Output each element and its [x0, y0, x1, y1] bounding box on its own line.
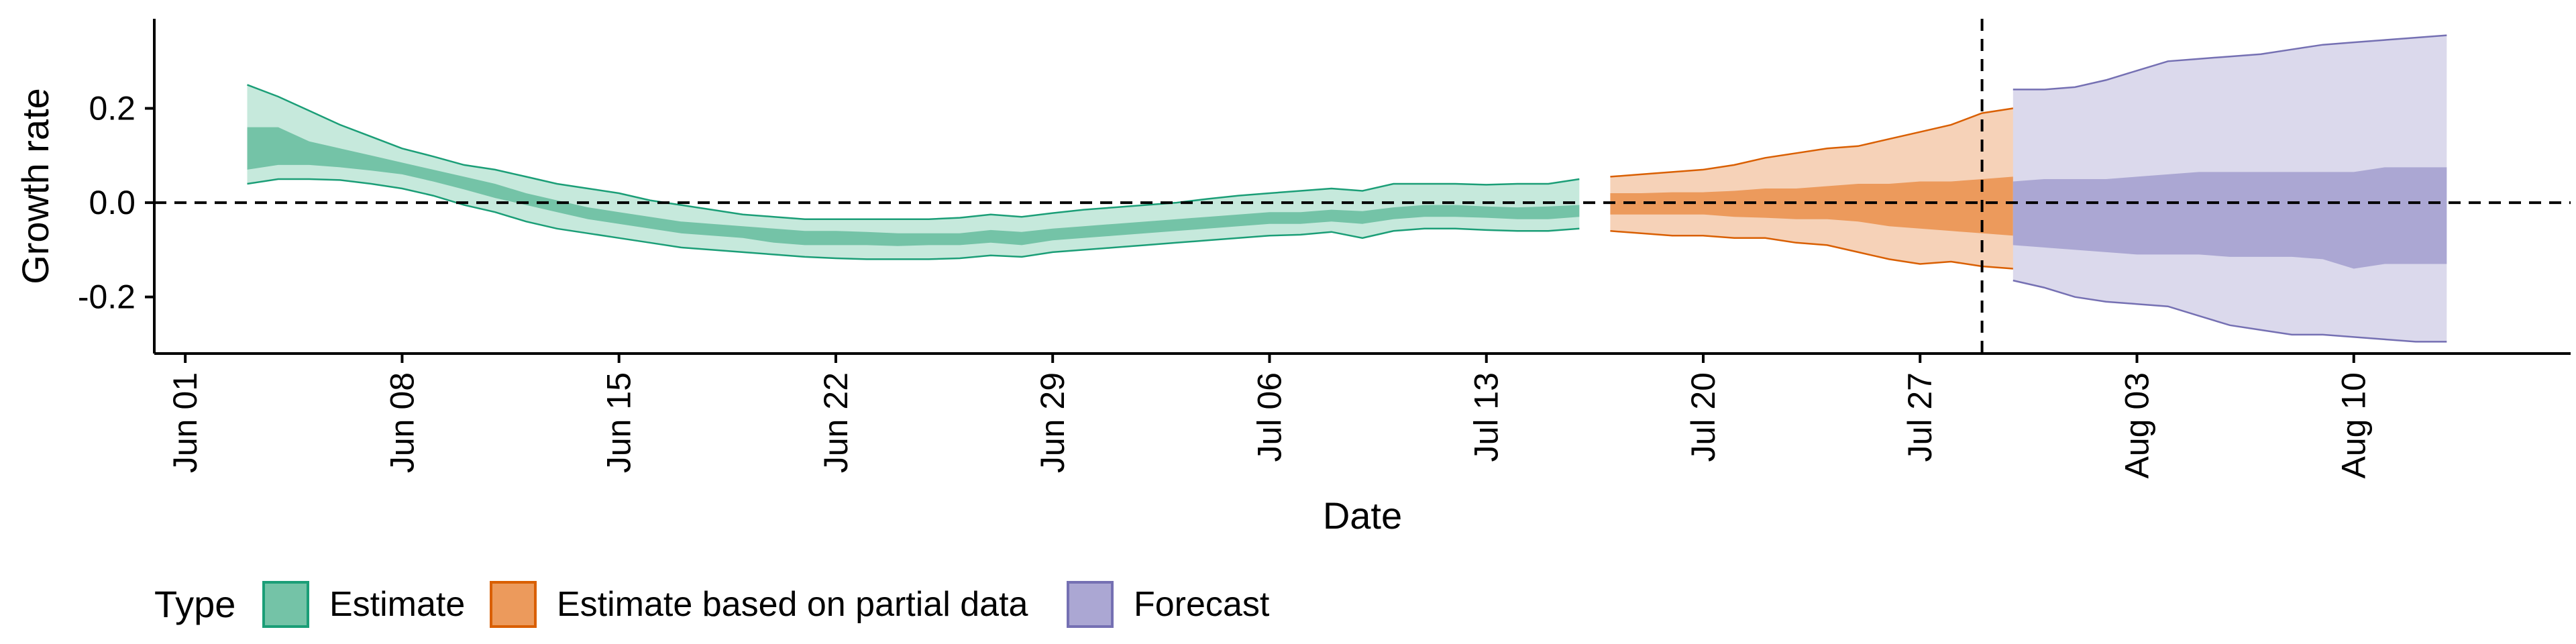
- y-tick-label: 0.0: [89, 184, 136, 221]
- legend-label: Forecast: [1134, 585, 1270, 624]
- band-90-series-0: [247, 85, 1580, 260]
- legend-title: Type: [154, 583, 235, 625]
- legend-key: [1067, 581, 1114, 628]
- legend-label: Estimate: [329, 585, 465, 624]
- legend-item: Forecast: [1067, 581, 1270, 628]
- x-tick-label: Jul 06: [1251, 372, 1289, 462]
- lower-edge-series-1: [1610, 230, 2076, 279]
- x-tick-label: Jun 08: [383, 372, 421, 473]
- axes: 0.2 0.0 -0.2 Jun 01 Jun 08 Jun 15 Jun 22 Jun 29…: [78, 19, 2571, 478]
- lower-edge-series-0: [247, 178, 1580, 260]
- series-1: [1610, 103, 2076, 279]
- series-2: [2012, 34, 2447, 343]
- uncertainty-bands: [247, 34, 2447, 343]
- x-tick-label: Jun 01: [166, 372, 204, 473]
- upper-edge-series-2: [2012, 34, 2447, 91]
- upper-edge-series-0: [247, 84, 1580, 220]
- legend-label: Estimate based on partial data: [557, 585, 1028, 624]
- x-axis-title: Date: [1323, 494, 1402, 537]
- x-tick-label: Aug 03: [2118, 372, 2156, 478]
- legend-item: Estimate based on partial data: [490, 581, 1028, 628]
- y-tick-label: -0.2: [78, 278, 136, 316]
- upper-edge-series-1: [1610, 103, 2076, 178]
- legend-key: [490, 581, 537, 628]
- x-tick-label: Jul 13: [1468, 372, 1505, 462]
- x-tick-label: Aug 10: [2335, 372, 2373, 478]
- x-tick-label: Jun 29: [1034, 372, 1071, 473]
- x-tick-label: Jul 20: [1684, 372, 1722, 462]
- y-axis-title: Growth rate: [14, 88, 56, 284]
- legend: Type Estimate Estimate based on partial d…: [154, 581, 1270, 628]
- x-tick-label: Jul 27: [1901, 372, 1939, 462]
- band-50-series-2: [2012, 167, 2447, 269]
- legend-item: Estimate: [262, 581, 465, 628]
- x-tick-label: Jun 15: [600, 372, 638, 473]
- reference-lines: [154, 19, 2571, 354]
- series-0: [247, 84, 1580, 260]
- band-50-series-1: [1610, 176, 2076, 241]
- band-50-series-0: [247, 127, 1580, 246]
- lower-edge-series-2: [2012, 279, 2447, 343]
- x-tick-label: Jun 22: [817, 372, 855, 473]
- y-tick-label: 0.2: [89, 90, 136, 127]
- legend-key: [262, 581, 309, 628]
